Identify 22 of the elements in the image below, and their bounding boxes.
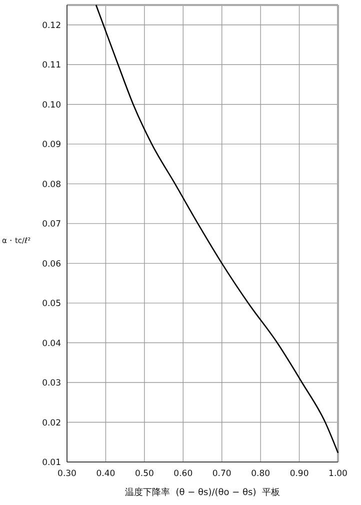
x-tick-label: 0.80 [251, 469, 270, 479]
x-tick-label: 0.50 [134, 469, 154, 479]
x-tick-label: 0.30 [58, 469, 76, 479]
line-series [95, 4, 339, 454]
y-tick-label: 0.05 [42, 299, 61, 310]
x-tick-label: 0.70 [212, 469, 232, 479]
y-tick-label: 0.10 [42, 100, 61, 110]
x-tick-label: 0.60 [174, 469, 193, 479]
y-tick-label: 0.01 [42, 458, 61, 468]
y-tick-label: 0.07 [42, 220, 61, 230]
x-tick-label: 0.90 [290, 469, 309, 479]
y-tick-label: 0.03 [42, 378, 61, 389]
y-tick-label: 0.02 [42, 418, 61, 428]
y-tick-label: 0.04 [42, 338, 61, 349]
y-tick-label: 0.09 [42, 140, 61, 150]
y-tick-label: 0.06 [42, 259, 61, 270]
x-tick-label: 0.40 [96, 469, 116, 479]
x-axis-title: 温度下降率 (θ − θs)/(θo − θs) 平板 [125, 487, 280, 498]
y-tick-label: 0.12 [42, 20, 61, 31]
x-tick-label: 1.00 [328, 469, 348, 479]
y-tick-label: 0.11 [42, 60, 61, 71]
y-tick-label: 0.08 [42, 180, 61, 190]
